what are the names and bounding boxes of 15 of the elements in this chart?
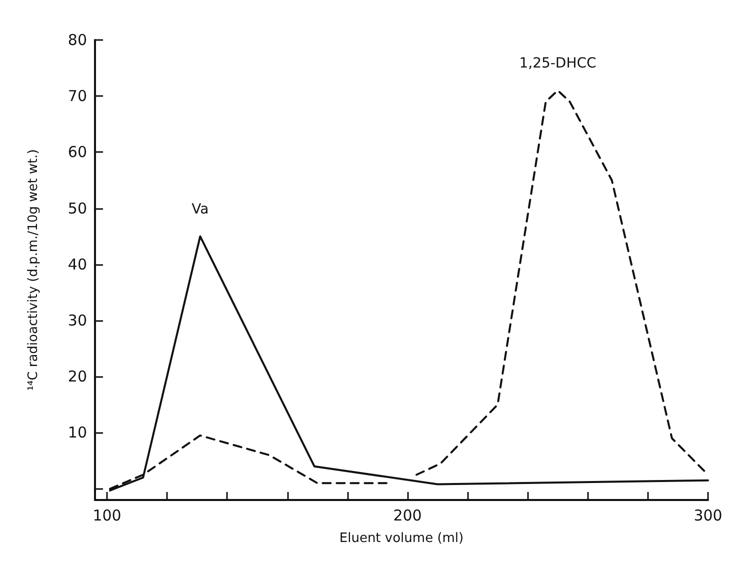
x-tick-label: 100 [92, 506, 122, 524]
y-tick-label: 50 [68, 199, 87, 218]
y-tick-label: 30 [68, 311, 87, 330]
y-tick-label: 10 [68, 424, 87, 442]
annotation: Va [192, 201, 209, 218]
y-tick-label: 40 [68, 255, 87, 274]
annotation: 1,25-DHCC [519, 55, 597, 72]
x-tick-label: 300 [694, 506, 722, 524]
x-axis-title: Eluent volume (ml) [339, 531, 464, 546]
y-tick-label: 80 [68, 31, 87, 49]
y-tick-label: 70 [68, 87, 87, 106]
y-tick-label: 60 [68, 143, 87, 162]
y-axis-title: ¹⁴C radioactivity (d.p.m./10g wet wt.) [26, 149, 41, 391]
x-tick-label: 200 [393, 506, 422, 524]
y-tick-label: 20 [68, 368, 87, 386]
